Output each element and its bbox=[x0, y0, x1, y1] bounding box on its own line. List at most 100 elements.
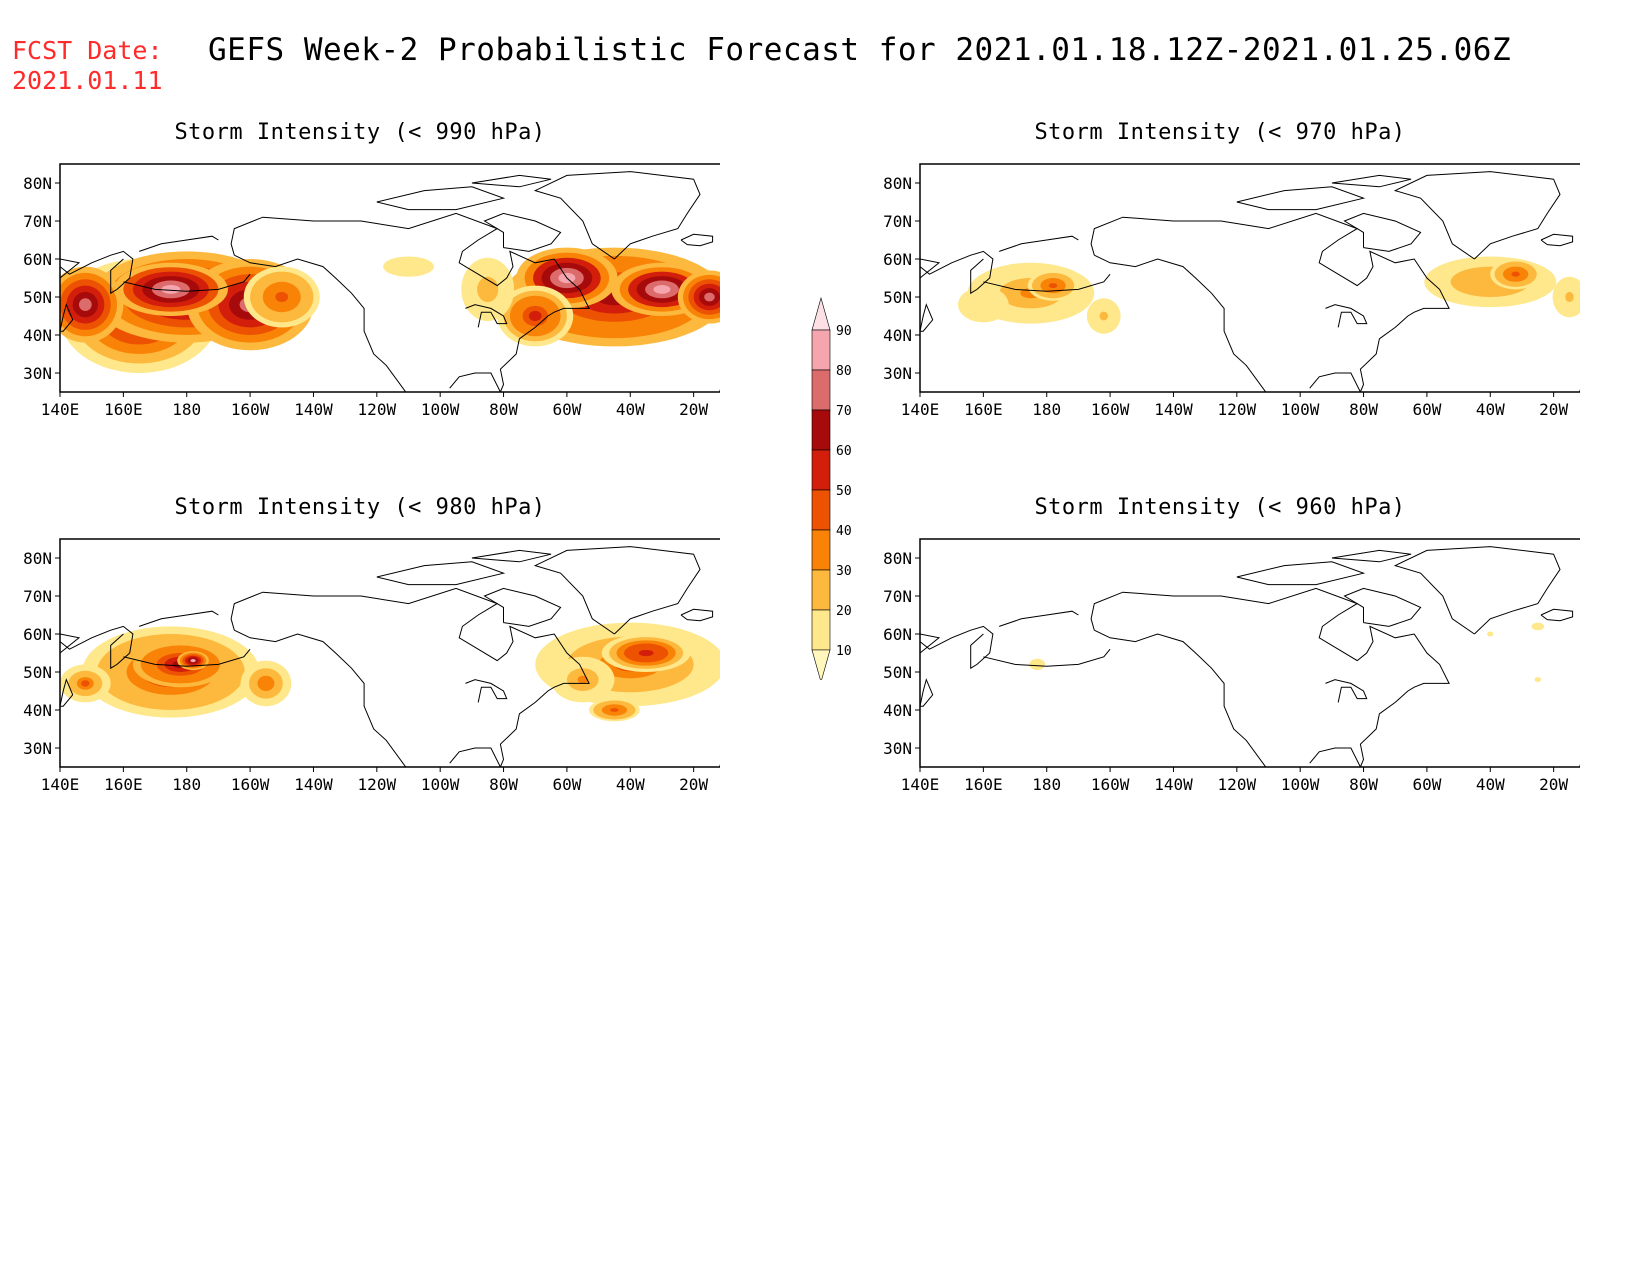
coastline bbox=[1393, 171, 1561, 260]
coastline bbox=[123, 273, 251, 292]
colorbar-label: 50 bbox=[836, 484, 852, 499]
map-panel-970: Storm Intensity (< 970 hPa) 140E 160E 180 1… bbox=[860, 120, 1580, 420]
map-frame bbox=[919, 163, 1580, 393]
y-tick-label: 30N bbox=[883, 364, 912, 383]
x-tick-label: 140W bbox=[1154, 400, 1193, 419]
fcst-date-label: FCST Date: bbox=[12, 36, 163, 65]
y-tick-label: 60N bbox=[883, 625, 912, 644]
coastline bbox=[999, 235, 1079, 252]
fcst-date-block: FCST Date: 2021.01.11 bbox=[12, 36, 163, 96]
coastline bbox=[680, 608, 714, 622]
x-tick-label: 80W bbox=[1349, 400, 1378, 419]
colorbar: 10 20 30 40 50 60 70 80 90 bbox=[811, 296, 852, 680]
coastline bbox=[1094, 629, 1267, 767]
y-tick-label: 60N bbox=[883, 250, 912, 269]
coastline bbox=[123, 648, 251, 667]
y-tick-label: 30N bbox=[883, 739, 912, 758]
coastline bbox=[1325, 304, 1368, 328]
colorbar-label: 30 bbox=[836, 564, 852, 579]
x-tick-label: 140W bbox=[294, 775, 333, 794]
y-tick-label: 80N bbox=[23, 174, 52, 193]
colorbar-label: 80 bbox=[836, 364, 852, 379]
probability-area bbox=[1099, 311, 1108, 321]
coastline bbox=[1094, 254, 1267, 392]
colorbar-label: 70 bbox=[836, 404, 852, 419]
y-tick-label: 50N bbox=[883, 288, 912, 307]
x-tick-label: 80W bbox=[1349, 775, 1378, 794]
probability-area bbox=[1565, 291, 1574, 303]
coastline bbox=[1236, 561, 1366, 586]
y-tick-label: 70N bbox=[23, 587, 52, 606]
map-frame bbox=[919, 538, 1580, 768]
probability-area bbox=[653, 284, 671, 294]
probability-area bbox=[402, 264, 415, 270]
x-tick-label: 60W bbox=[552, 400, 581, 419]
x-tick-label: 120W bbox=[358, 775, 397, 794]
page-title: GEFS Week-2 Probabilistic Forecast for 2… bbox=[208, 32, 1512, 68]
y-tick-label: 80N bbox=[883, 174, 912, 193]
y-tick-label: 40N bbox=[23, 326, 52, 345]
coastline bbox=[920, 633, 941, 654]
coastline bbox=[680, 233, 714, 247]
probability-area bbox=[577, 675, 589, 684]
probability-area bbox=[528, 310, 542, 322]
probability-area bbox=[275, 291, 289, 303]
coastline bbox=[60, 258, 81, 279]
coastline bbox=[920, 250, 994, 295]
coastline bbox=[376, 186, 506, 211]
coastline bbox=[465, 679, 508, 703]
x-tick-label: 120W bbox=[358, 400, 397, 419]
y-tick-label: 70N bbox=[883, 212, 912, 231]
probability-area bbox=[1488, 632, 1492, 636]
probability-area bbox=[161, 284, 181, 294]
coastline bbox=[376, 561, 506, 586]
y-tick-label: 50N bbox=[23, 288, 52, 307]
x-tick-label: 180 bbox=[172, 775, 201, 794]
probability-area bbox=[1048, 283, 1058, 289]
coastline bbox=[471, 549, 552, 563]
colorbar-label: 60 bbox=[836, 444, 852, 459]
map-970: 140E160E180160W140W120W100W80W60W40W20W0… bbox=[883, 163, 1580, 419]
coastline bbox=[234, 629, 407, 767]
x-tick-label: 80W bbox=[489, 775, 518, 794]
coastline bbox=[1090, 587, 1450, 767]
probability-area bbox=[638, 649, 654, 657]
colorbar-segment bbox=[811, 449, 831, 491]
coastline bbox=[920, 258, 941, 279]
x-tick-label: 140W bbox=[294, 400, 333, 419]
coastline bbox=[1331, 174, 1412, 188]
probability-area bbox=[704, 292, 715, 302]
probability-area bbox=[610, 708, 619, 712]
x-tick-label: 140W bbox=[1154, 775, 1193, 794]
x-tick-label: 100W bbox=[421, 400, 460, 419]
coastline bbox=[60, 625, 134, 670]
x-tick-label: 40W bbox=[616, 775, 645, 794]
coastline bbox=[471, 174, 552, 188]
probability-area bbox=[261, 679, 271, 688]
map-990: 140E160E180160W140W120W100W80W60W40W20W0… bbox=[23, 163, 720, 419]
coastline bbox=[533, 546, 701, 635]
x-tick-label: 160E bbox=[964, 775, 1003, 794]
y-tick-label: 40N bbox=[23, 701, 52, 720]
coastline bbox=[1540, 233, 1574, 247]
x-tick-label: 140E bbox=[41, 400, 80, 419]
colorbar-label: 40 bbox=[836, 524, 852, 539]
coastline bbox=[1325, 679, 1368, 703]
colorbar-label: 20 bbox=[836, 604, 852, 619]
x-tick-label: 140E bbox=[41, 775, 80, 794]
probability-area bbox=[79, 298, 92, 311]
probability-area bbox=[482, 283, 493, 296]
colorbar-segment bbox=[811, 529, 831, 571]
x-tick-label: 160E bbox=[964, 400, 1003, 419]
coastline bbox=[60, 678, 74, 707]
coastline bbox=[1393, 546, 1561, 635]
x-tick-label: 180 bbox=[172, 400, 201, 419]
map-panel-990: Storm Intensity (< 990 hPa) 140E 160E 180 1… bbox=[0, 120, 720, 420]
y-tick-label: 50N bbox=[23, 663, 52, 682]
coastline bbox=[483, 587, 562, 627]
y-tick-label: 40N bbox=[883, 701, 912, 720]
probability-area bbox=[1535, 625, 1540, 628]
map-panel-960: Storm Intensity (< 960 hPa) 140E 160E 180 1… bbox=[860, 495, 1580, 795]
panel-title: Storm Intensity (< 980 hPa) bbox=[174, 495, 546, 520]
y-tick-label: 70N bbox=[23, 212, 52, 231]
